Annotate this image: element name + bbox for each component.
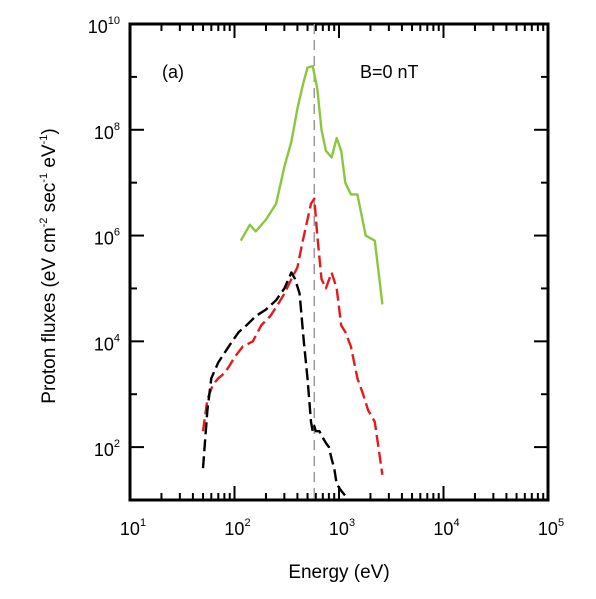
y-tick-label: 102 — [94, 438, 120, 460]
series-line-1 — [239, 64, 384, 305]
series-line-3 — [201, 271, 347, 497]
x-tick-label: 101 — [120, 517, 146, 539]
x-tick-label: 105 — [538, 517, 564, 539]
y-tick-label: 104 — [94, 332, 120, 354]
field-label: B=0 nT — [360, 62, 419, 82]
y-tick-label: 106 — [94, 227, 120, 249]
x-axis-title: Energy (eV) — [288, 562, 389, 583]
x-tick-label: 104 — [433, 517, 459, 539]
axis-ticks — [129, 23, 549, 501]
y-axis-title: Proton fluxes (eV cm-2 sec-1 eV-1) — [38, 128, 60, 403]
y-tick-label: 1010 — [88, 15, 120, 37]
plot-area — [128, 22, 550, 502]
series-lines — [201, 24, 384, 500]
panel-label: (a) — [162, 62, 184, 82]
x-tick-label: 103 — [329, 517, 355, 539]
y-tick-label: 108 — [94, 121, 120, 143]
series-line-2 — [201, 197, 384, 475]
tick-labels: 101 102 103 104 105 102 104 106 108 1010 — [88, 15, 564, 539]
plot-frame — [128, 22, 550, 502]
x-tick-label: 102 — [224, 517, 250, 539]
